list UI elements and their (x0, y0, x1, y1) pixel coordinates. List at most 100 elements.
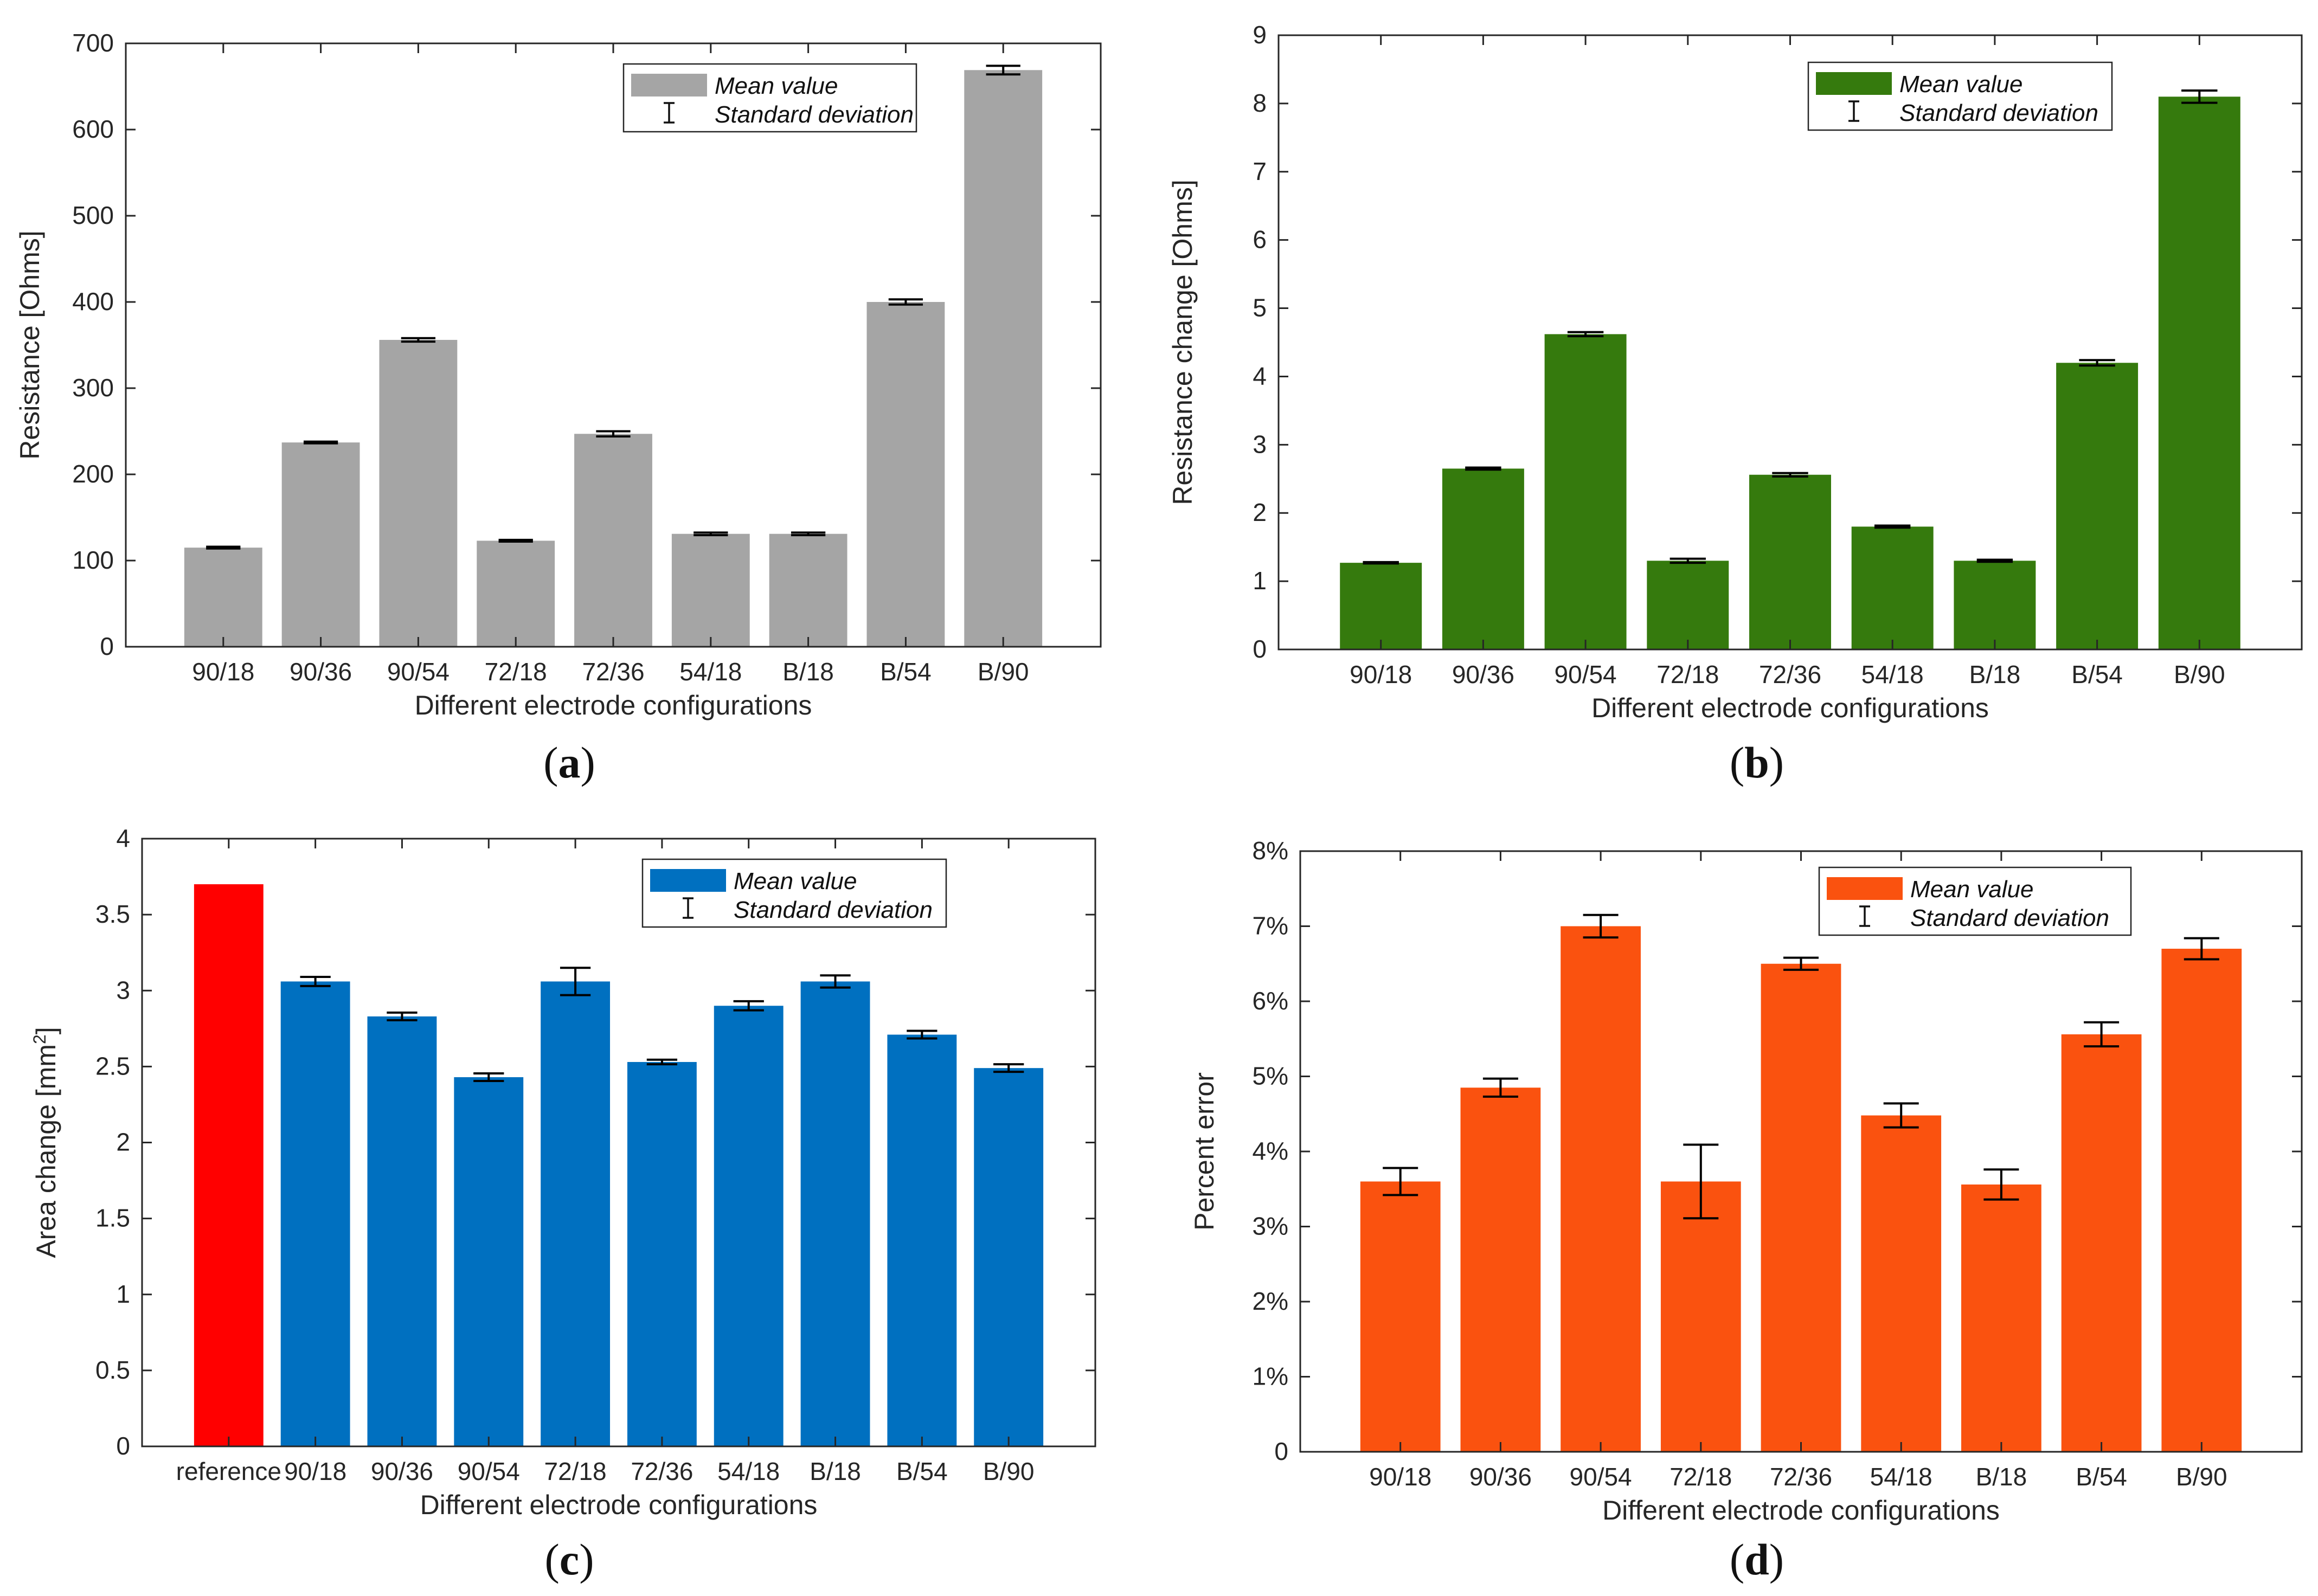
xtick-label: B/90 (2174, 660, 2225, 688)
xtick-label: 90/36 (1469, 1463, 1532, 1491)
ytick-label: 5 (1253, 294, 1267, 322)
xtick-label: 54/18 (1870, 1463, 1932, 1491)
ytick-label: 3% (1253, 1212, 1288, 1240)
legend-errorbar-icon (683, 897, 694, 919)
bar-a-7 (866, 302, 945, 647)
errorbar-d-6 (1983, 1168, 2019, 1201)
ytick-label: 1% (1253, 1362, 1288, 1391)
ytick-label: 0 (1253, 635, 1267, 663)
bar-d-3 (1660, 1181, 1741, 1452)
xtick-label: reference (176, 1457, 281, 1485)
panel-a-label: (a) (543, 738, 595, 787)
xtick-label: 90/36 (371, 1457, 433, 1485)
bar-d-4 (1761, 963, 1841, 1452)
xtick-label: 72/36 (631, 1457, 693, 1485)
bar-b-8 (2158, 96, 2240, 650)
errorbar-a-3 (498, 538, 533, 543)
ytick-label: 8% (1253, 836, 1288, 865)
bar-a-6 (769, 533, 847, 647)
ytick-label: 0 (116, 1432, 130, 1460)
xtick-label: 72/18 (544, 1457, 607, 1485)
ytick-label: 700 (72, 29, 114, 57)
bar-b-3 (1647, 561, 1729, 649)
ytick-label: 2 (1253, 498, 1267, 526)
legend-mean-label: Mean value (715, 73, 838, 99)
xtick-label: B/18 (810, 1457, 861, 1485)
bar-c-0 (194, 884, 264, 1446)
errorbar-d-0 (1383, 1167, 1418, 1196)
legend-mean-label: Mean value (734, 868, 857, 894)
errorbar-b-3 (1670, 557, 1706, 564)
bar-a-3 (477, 540, 555, 647)
xtick-label: B/90 (978, 658, 1029, 686)
xtick-label: B/54 (880, 658, 932, 686)
xtick-label: 72/36 (582, 658, 644, 686)
bar-d-2 (1561, 926, 1641, 1452)
panel-d-label: (d) (1729, 1535, 1784, 1584)
bar-d-5 (1861, 1115, 1942, 1452)
legend-swatch (631, 74, 707, 96)
ytick-label: 2 (116, 1128, 130, 1156)
errorbar-a-7 (888, 298, 923, 306)
errorbar-d-3 (1683, 1143, 1719, 1220)
bar-c-3 (454, 1077, 524, 1446)
xtick-label: 90/54 (387, 658, 450, 686)
legend-mean-label: Mean value (1910, 876, 2033, 903)
legend-errorbar-icon (1859, 905, 1870, 927)
bar-b-2 (1544, 334, 1627, 649)
errorbar-b-8 (2181, 89, 2218, 104)
ytick-label: 4% (1253, 1137, 1288, 1165)
errorbar-d-5 (1883, 1102, 1919, 1129)
chart-d: 0 1% 2% 3% 4% 5% 6% 7% 8% 90/18 90/36 90/54 72/18 72/… (1189, 836, 2303, 1526)
bar-a-2 (379, 339, 458, 647)
errorbar-c-4 (560, 967, 591, 996)
xtick-label: 90/18 (284, 1457, 346, 1485)
ytick-label: 100 (72, 546, 114, 574)
ytick-label: 1 (1253, 567, 1267, 595)
ytick-label: 0 (100, 632, 114, 660)
ytick-label: 0.5 (95, 1356, 130, 1384)
errorbar-a-5 (694, 531, 728, 537)
errorbar-b-5 (1874, 524, 1911, 529)
xtick-label: 54/18 (679, 658, 742, 686)
bar-d-0 (1360, 1181, 1441, 1452)
errorbar-c-6 (733, 1000, 764, 1012)
ytick-label: 3 (116, 976, 130, 1004)
errorbar-d-7 (2084, 1021, 2120, 1048)
xtick-label: B/90 (983, 1457, 1035, 1485)
ytick-label: 1.5 (95, 1204, 130, 1232)
bar-c-2 (367, 1016, 437, 1446)
legend-std-label: Standard deviation (715, 101, 914, 128)
bar-b-1 (1442, 468, 1524, 649)
errorbar-a-1 (303, 440, 338, 445)
bar-a-0 (184, 548, 262, 647)
xtick-label: 72/18 (1670, 1463, 1732, 1491)
bar-d-7 (2061, 1034, 2142, 1452)
ytick-label: 2% (1253, 1287, 1288, 1315)
xtick-label: 90/18 (1369, 1463, 1431, 1491)
x-axis-label: Different electrode configurations (415, 690, 812, 720)
bar-b-0 (1340, 563, 1422, 649)
legend-c: Mean value Standard deviation (641, 858, 947, 928)
bar-b-4 (1749, 474, 1831, 649)
errorbar-a-2 (401, 337, 436, 343)
bar-c-4 (541, 981, 611, 1446)
errorbar-b-7 (2079, 359, 2115, 367)
legend-swatch (1827, 877, 1903, 900)
ytick-label: 3 (1253, 430, 1267, 458)
xtick-label: 72/36 (1770, 1463, 1832, 1491)
xtick-label: 72/18 (485, 658, 547, 686)
xtick-label: B/54 (2071, 660, 2123, 688)
xtick-label: B/18 (1969, 660, 2021, 688)
errorbar-c-7 (820, 974, 851, 989)
errorbar-d-8 (2184, 937, 2219, 961)
legend-std-label: Standard deviation (734, 897, 933, 923)
xtick-label: 90/36 (1452, 660, 1514, 688)
ytick-label: 200 (72, 460, 114, 488)
legend-std-label: Standard deviation (1899, 100, 2098, 126)
xtick-label: B/18 (782, 658, 834, 686)
